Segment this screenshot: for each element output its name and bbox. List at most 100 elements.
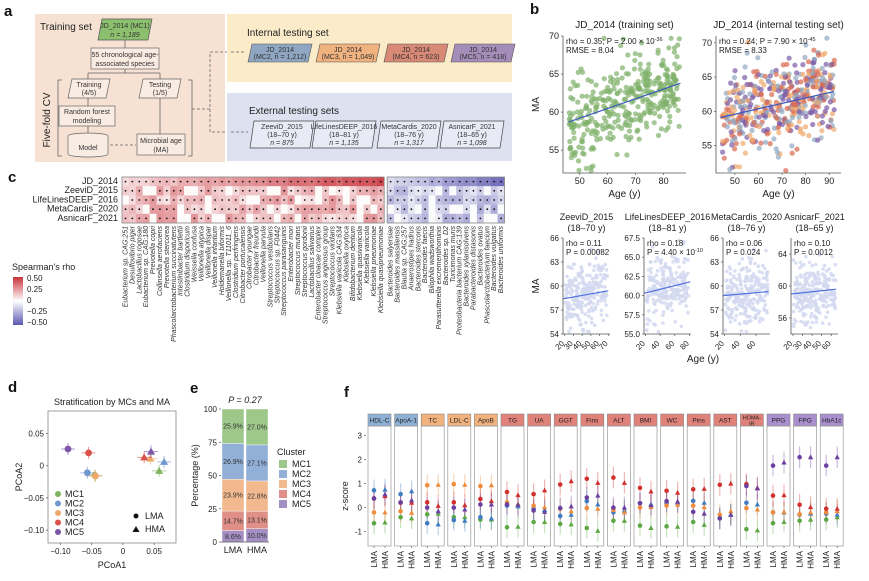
significance-dot — [241, 208, 244, 211]
data-point — [680, 294, 684, 298]
data-point — [767, 73, 773, 79]
data-point — [589, 100, 595, 106]
data-point — [737, 322, 742, 326]
legend-tick-label: 0.25 — [27, 285, 43, 294]
heatmap-row-label: ZeeviD_2015 — [64, 185, 118, 195]
significance-dot — [338, 217, 341, 220]
data-point — [811, 300, 816, 305]
legend-hma-triangle-icon — [132, 526, 140, 532]
data-point — [814, 291, 819, 295]
x-tick-label: HMA — [487, 550, 496, 568]
bar-segment-label: 23.9% — [223, 493, 243, 500]
point-MC1-LMA — [424, 512, 430, 517]
significance-dot — [493, 199, 496, 201]
data-point — [738, 282, 743, 287]
data-point — [786, 55, 792, 61]
data-point — [651, 297, 656, 302]
legend-swatch — [55, 500, 61, 507]
x-tick-label: LMA — [450, 550, 459, 567]
panel-label-a: a — [4, 3, 13, 20]
y-tick-label: −0.05 — [24, 494, 45, 503]
scatter-plot-b-asnicar: AsnicarF_2021(18–65 y)5660642030405060rh… — [778, 212, 845, 352]
data-point — [790, 114, 796, 121]
data-point — [733, 269, 737, 273]
data-point — [574, 289, 579, 294]
data-point — [760, 97, 766, 103]
significance-dot — [324, 199, 327, 201]
data-point — [774, 150, 781, 156]
data-point — [677, 297, 681, 301]
bar-segment-label: 10.0% — [247, 533, 267, 540]
data-point — [683, 274, 688, 278]
significance-dot — [445, 208, 447, 211]
point-MC4-HMA — [435, 503, 441, 508]
internal-set-box-2 — [315, 43, 381, 63]
y-tick-label: 0 — [358, 504, 363, 513]
data-point — [802, 54, 808, 61]
data-point — [756, 264, 761, 269]
data-point — [821, 303, 826, 308]
heatmap-cell — [184, 213, 192, 224]
data-point — [803, 76, 809, 82]
point-MC5-LMA — [424, 505, 430, 510]
significance-dot — [269, 217, 272, 220]
data-point — [738, 311, 743, 316]
legend-label: MC2 — [292, 469, 311, 479]
bar-segment-label: 13.1% — [247, 517, 267, 524]
significance-dot — [372, 180, 375, 183]
data-point — [819, 128, 825, 134]
data-point — [564, 315, 569, 320]
significance-dot — [303, 208, 306, 211]
legend-tick-label: −0.50 — [27, 318, 48, 327]
significance-dot — [290, 199, 292, 201]
data-point — [724, 297, 728, 302]
heatmap-cell — [149, 213, 157, 224]
data-point — [810, 104, 816, 110]
data-point — [762, 266, 767, 271]
data-point — [591, 308, 595, 313]
data-point — [572, 302, 576, 307]
data-point — [806, 133, 812, 139]
heatmap-cell — [273, 186, 281, 196]
training-split-line1: Training — [76, 82, 101, 89]
data-point — [607, 130, 613, 136]
data-point — [567, 86, 573, 92]
significance-dot — [451, 199, 454, 201]
data-point — [744, 81, 750, 88]
data-point — [724, 313, 729, 317]
data-point — [799, 319, 803, 324]
data-point — [832, 303, 837, 308]
significance-dot — [290, 217, 292, 220]
data-point — [575, 69, 581, 75]
data-point — [800, 71, 806, 77]
point-MC3-LMA — [797, 512, 802, 517]
significance-dot — [241, 180, 244, 183]
data-point — [723, 302, 728, 307]
point-MC5-HMA — [409, 497, 415, 503]
data-point — [601, 115, 607, 121]
significance-dot — [124, 180, 127, 183]
significance-dot — [479, 208, 482, 211]
data-point — [647, 71, 653, 77]
data-point — [637, 66, 643, 72]
data-point — [765, 270, 769, 275]
heatmap-cell — [342, 186, 350, 196]
data-point — [789, 122, 795, 128]
data-point — [592, 282, 597, 287]
significance-dot — [438, 208, 440, 211]
significance-dot — [324, 208, 327, 211]
data-point — [676, 123, 682, 129]
data-point — [814, 308, 819, 313]
data-point — [665, 108, 671, 114]
legend-label: HMA — [145, 524, 165, 534]
point-MC1-LMA — [823, 517, 829, 522]
data-point — [767, 141, 773, 147]
data-point — [747, 132, 753, 138]
significance-dot — [138, 189, 141, 192]
data-point — [811, 271, 816, 276]
data-point — [728, 129, 734, 135]
significance-dot — [179, 180, 182, 183]
data-point — [601, 318, 606, 323]
data-point — [749, 95, 756, 101]
